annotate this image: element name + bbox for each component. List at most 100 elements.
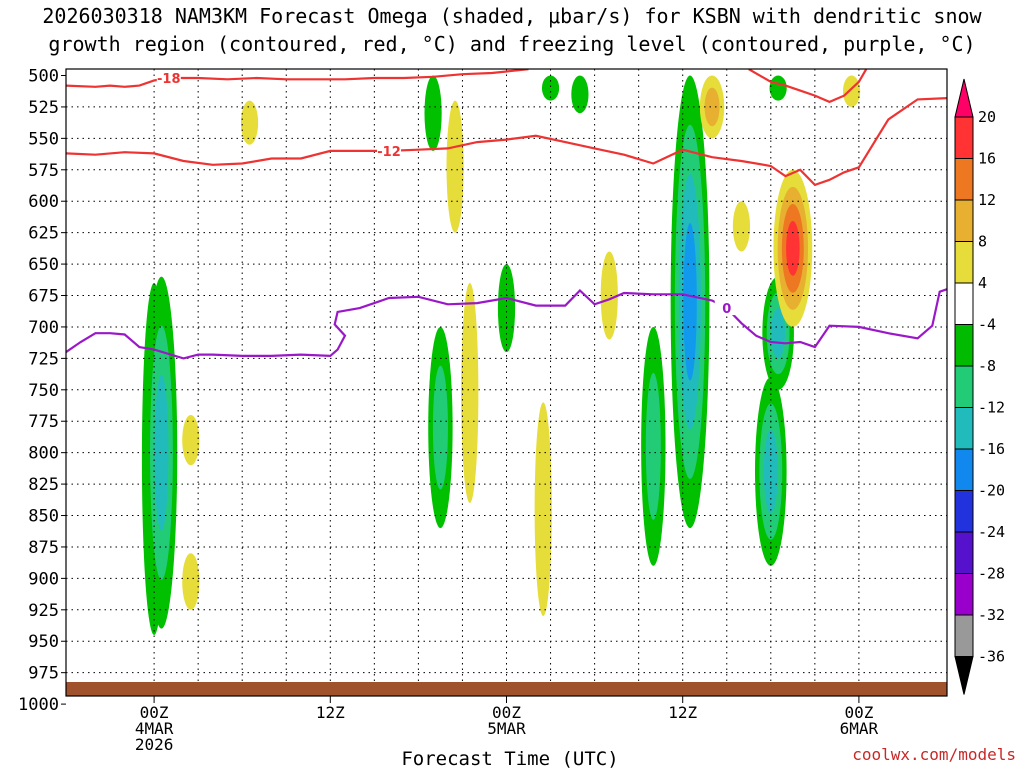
colorbar-label: -8: [978, 357, 996, 375]
colorbar-label: -36: [978, 648, 1005, 666]
omega-cell: [424, 75, 442, 151]
omega-cell: [541, 75, 560, 101]
y-tick-label: 600: [28, 192, 59, 212]
colorbar-swatch: [954, 158, 974, 201]
y-tick-label: 700: [28, 318, 59, 338]
y-tick-label: 825: [28, 475, 59, 495]
omega-cell: [446, 100, 464, 233]
y-tick-label: 875: [28, 538, 59, 558]
contour-label: -12: [377, 145, 401, 160]
y-tick-label: 775: [28, 412, 59, 432]
contour-lines: -18 -12 0: [66, 69, 947, 360]
omega-cell: [771, 308, 786, 359]
contour-line: [748, 69, 868, 104]
contour-label-bg: [156, 70, 181, 86]
x-tick-label: 00Z: [140, 703, 169, 722]
x-tick-label: 12Z: [316, 703, 345, 722]
y-tick-label: 500: [28, 67, 59, 87]
x-tick-label: 6MAR: [840, 719, 879, 738]
contour-line: [66, 69, 529, 88]
credit-text: coolwx.com/models: [852, 745, 1016, 764]
contour-line: [66, 97, 947, 187]
y-tick-label: 975: [28, 664, 59, 684]
colorbar-swatch: [954, 573, 974, 616]
colorbar-label: -24: [978, 523, 1005, 541]
colorbar-top-arrow: [954, 78, 974, 118]
omega-shading: [141, 75, 861, 635]
colorbar-label: 12: [978, 191, 996, 209]
colorbar-label: -4: [978, 316, 996, 334]
colorbar-label: 8: [978, 233, 987, 251]
x-tick-label: 4MAR: [135, 719, 174, 738]
omega-cell: [732, 201, 751, 252]
omega-cell: [497, 264, 516, 353]
x-tick-label: 00Z: [844, 703, 873, 722]
chart-title-line2: growth region (contoured, red, °C) and f…: [48, 32, 975, 56]
omega-cell: [786, 221, 800, 276]
colorbar-swatch: [954, 490, 974, 533]
y-axis: 500 525 550 575 600 625 650 675 700 725 750 775 800 8…: [18, 67, 66, 715]
omega-cell: [683, 223, 697, 381]
omega-cell: [240, 100, 259, 145]
colorbar-swatch: [954, 116, 974, 159]
x-tick-label: 5MAR: [487, 719, 526, 738]
ground-terrain: [66, 682, 947, 696]
colorbar-swatch: [954, 365, 974, 408]
contour-label-bg: [377, 142, 402, 158]
omega-cell: [182, 553, 200, 610]
y-tick-label: 675: [28, 287, 59, 307]
colorbar-label: -16: [978, 440, 1005, 458]
y-tick-label: 550: [28, 129, 59, 149]
colorbar-swatch: [954, 448, 974, 491]
contour-line: [66, 288, 947, 360]
omega-cell: [704, 87, 720, 127]
y-tick-label: 1000: [18, 695, 59, 715]
contour-label: 0: [722, 302, 731, 317]
colorbar: 20 16 12 8 4 -4 -8 -12 -16 -20 -24 -28 -32 -36: [954, 78, 1005, 695]
y-tick-label: 950: [28, 632, 59, 652]
omega-cell: [432, 365, 448, 490]
y-tick-label: 900: [28, 569, 59, 589]
chart-title-line1: 2026030318 NAM3KM Forecast Omega (shaded…: [42, 4, 982, 28]
y-tick-label: 925: [28, 601, 59, 621]
y-tick-label: 725: [28, 349, 59, 369]
colorbar-swatch: [954, 614, 974, 657]
omega-cell: [769, 75, 787, 101]
colorbar-label: 16: [978, 150, 996, 168]
y-tick-label: 575: [28, 161, 59, 181]
omega-cell: [571, 75, 589, 114]
colorbar-swatch: [954, 324, 974, 367]
colorbar-swatch: [954, 282, 974, 325]
y-tick-label: 800: [28, 444, 59, 464]
y-tick-label: 850: [28, 507, 59, 527]
colorbar-label: 20: [978, 108, 996, 126]
omega-cell: [461, 282, 479, 503]
colorbar-label: 4: [978, 274, 987, 292]
omega-cell: [842, 75, 861, 107]
y-tick-label: 625: [28, 224, 59, 244]
x-axis-label: Forecast Time (UTC): [401, 748, 618, 768]
omega-cell: [534, 402, 552, 617]
y-tick-label: 525: [28, 98, 59, 118]
x-tick-label: 12Z: [668, 703, 697, 722]
omega-cell: [182, 414, 200, 466]
omega-cell: [600, 251, 618, 340]
y-tick-label: 650: [28, 255, 59, 275]
y-tick-label: 750: [28, 381, 59, 401]
x-tick-label: 00Z: [492, 703, 521, 722]
colorbar-swatch: [954, 199, 974, 242]
omega-cell: [154, 374, 169, 531]
grid-lines: [66, 69, 947, 696]
colorbar-bottom-arrow: [954, 656, 974, 695]
colorbar-label: -20: [978, 482, 1005, 500]
contour-label-bg: [714, 300, 739, 316]
colorbar-label: -28: [978, 565, 1005, 583]
colorbar-swatch: [954, 241, 974, 284]
omega-cell: [645, 372, 661, 520]
colorbar-swatch: [954, 407, 974, 450]
x-tick-label: 2026: [135, 735, 174, 754]
colorbar-swatch: [954, 531, 974, 574]
colorbar-label: -12: [978, 399, 1005, 417]
contour-label: -18: [157, 72, 181, 87]
